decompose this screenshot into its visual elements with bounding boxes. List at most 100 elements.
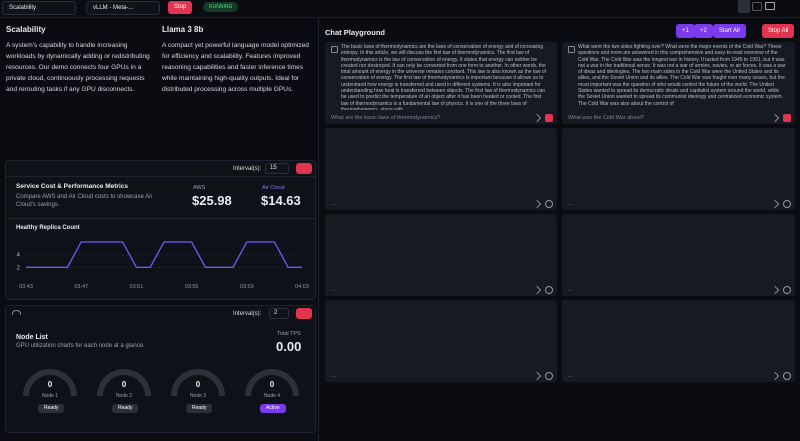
gauge-icon [12,310,21,315]
node-value: 0 [121,380,127,389]
interval-label: Interval(s): [233,166,262,172]
chat-input[interactable]: ... [331,201,336,207]
workload-value: Scalability [9,5,37,11]
aws-cost: $25.98 [192,193,232,208]
chat-panel: ... [562,214,795,296]
bot-icon [568,46,575,53]
node-status: Ready [112,404,139,413]
tps-label: Total TPS [277,331,301,337]
model-value: vLLM - Meta-... [93,5,134,11]
metrics-card [5,160,316,300]
gauge-svg [171,369,225,397]
chat-input[interactable]: ... [568,373,573,379]
stop-button[interactable] [545,372,553,380]
bot-icon [331,46,338,53]
workload-select[interactable]: Scalability [2,1,76,15]
gauge-svg [97,369,151,397]
chat-input[interactable]: ... [568,201,573,207]
x-tick-label: 03:59 [240,284,254,290]
interval-value: 15 [270,165,277,171]
metrics-title: Service Cost & Performance Metrics [16,183,128,190]
node-name: Node 3 [189,393,207,399]
node-gauge [170,368,226,397]
stop-button[interactable] [545,286,553,294]
interval-input[interactable]: 15 [265,163,289,174]
chat-input[interactable]: ... [568,287,573,293]
stop-all[interactable]: Stop All [762,24,795,38]
aws-label: AWS [193,185,206,191]
chat-panel: What were the two sides fighting over? W… [562,42,795,124]
gauge-track [245,369,299,397]
x-tick-label: 03:47 [74,284,88,290]
gauge-track [97,369,151,397]
gauge-track [171,369,225,397]
replica-chart: 2 4 03:43 03:47 03:51 03:55 03:59 04:03 [17,241,309,290]
moon-icon[interactable] [752,2,762,11]
x-tick-label: 03:51 [130,284,144,290]
x-tick-label: 04:03 [295,284,309,290]
gauge-svg [245,369,299,397]
node-name: Node 2 [115,393,133,399]
chat-text: The basic laws of thermodynamics are the… [341,44,547,110]
column-divider [318,18,319,441]
chat-panel: The basic laws of thermodynamics are the… [325,42,557,124]
intro-text: A system's capability to handle increasi… [6,42,150,93]
node-value: 0 [195,380,201,389]
interval-label: Interval(s): [233,311,262,317]
nodes-subtitle: GPU utilization charts for each node at … [16,343,145,349]
chat-text: What were the two sides fighting over? W… [578,44,786,107]
interval-apply[interactable] [296,163,312,174]
stop-button[interactable] [545,114,553,122]
nodes-title: Node List [16,334,48,341]
add-one[interactable]: +1 [676,24,695,38]
stop-button[interactable] [783,286,791,294]
gauge-svg [23,369,77,397]
top-divider [0,17,800,18]
stop-button[interactable] [545,200,553,208]
stop-button[interactable]: Stop [168,1,193,14]
chat-input[interactable]: What was the Cold War about? [568,115,644,121]
node-gauge [22,368,78,397]
tps-value: 0.00 [276,339,302,354]
card-divider [5,176,316,177]
start-all[interactable]: Start All [713,24,746,38]
node-name: Node 1 [41,393,59,399]
node-gauge [244,368,300,397]
stop-button[interactable] [783,200,791,208]
node-status: Ready [38,404,65,413]
node-status: Ready [186,404,213,413]
node-status: Active [260,404,286,413]
chat-title: Chat Playground [325,28,386,37]
gauge-track [23,369,77,397]
node-gauge [96,368,152,397]
node-name: Node 4 [263,393,281,399]
model-select[interactable]: vLLM - Meta-... [86,1,160,15]
interval-value: 2 [274,310,278,316]
theme-icon[interactable] [738,0,750,13]
y-tick-label: 4 [17,253,21,259]
air-cost: $14.63 [261,193,301,208]
add-two[interactable]: +2 [694,24,713,38]
y-tick-label: 2 [17,265,21,271]
node-value: 0 [269,380,275,389]
status-badge: RUNNING [203,2,239,12]
x-tick-label: 03:55 [185,284,199,290]
node-value: 0 [47,380,53,389]
monitor-icon[interactable] [765,2,775,10]
interval-apply[interactable] [296,308,312,319]
x-tick-label: 03:43 [19,284,33,290]
model-text: A compact yet powerful language model op… [162,42,309,93]
stop-button[interactable] [783,114,791,122]
model-title: Llama 3 8b [162,25,204,34]
metrics-subtitle: Compare AWS and Air Cloud costs to showc… [16,194,153,208]
chart-title: Healthy Replica Count [16,225,80,231]
chat-input[interactable]: What are the basic laws of thermodynamic… [331,115,441,121]
intro-title: Scalability [6,25,46,34]
chat-input[interactable]: ... [331,373,336,379]
chat-panel: ... [325,300,557,382]
chat-input[interactable]: ... [331,287,336,293]
stop-button[interactable] [783,372,791,380]
chat-panel: ... [562,128,795,210]
interval-input[interactable]: 2 [269,308,289,319]
